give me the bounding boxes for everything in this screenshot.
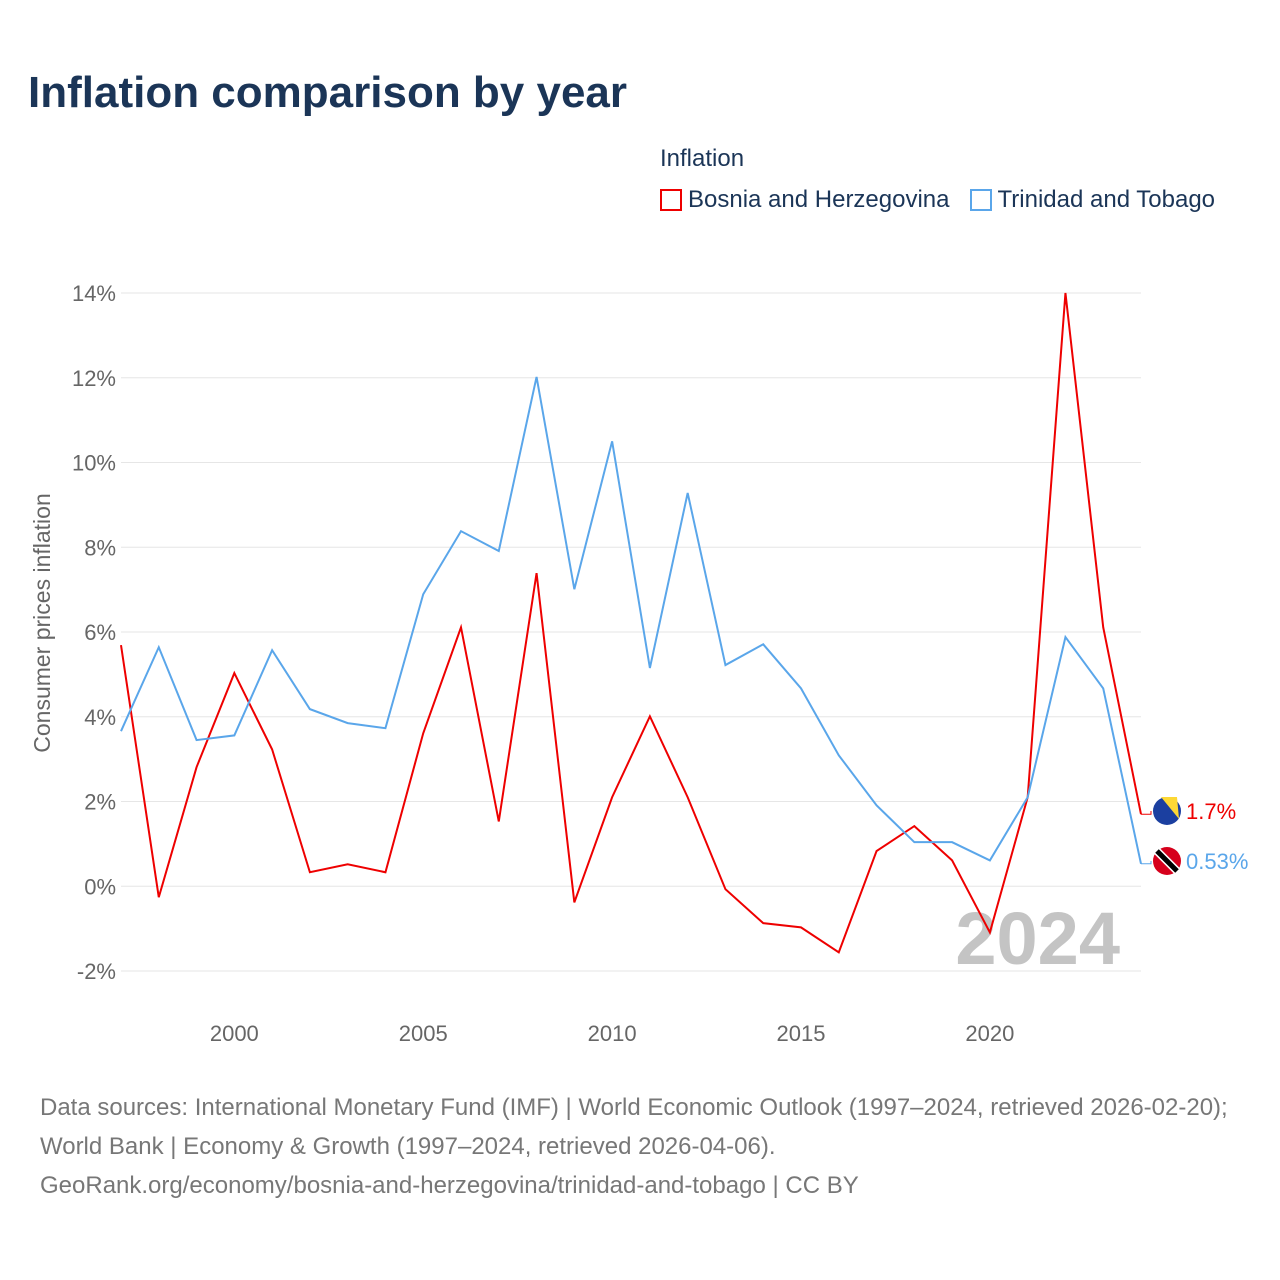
series-line-trinidad	[120, 376, 1142, 865]
y-tick-label: 8%	[84, 535, 116, 560]
end-connector	[1141, 811, 1152, 815]
year-watermark: 2024	[955, 897, 1120, 980]
legend-label-bosnia: Bosnia and Herzegovina	[688, 186, 950, 213]
footer: Data sources: International Monetary Fun…	[40, 1088, 1250, 1205]
bosnia-flag-triangle	[1161, 797, 1179, 819]
end-connector	[1141, 861, 1152, 865]
y-tick-label: 6%	[84, 620, 116, 645]
x-tick-label: 2020	[965, 1021, 1014, 1046]
legend-swatch-trinidad	[969, 189, 992, 211]
y-tick-label: 2%	[84, 790, 116, 815]
legend-item-trinidad[interactable]: Trinidad and Tobago	[969, 186, 1216, 214]
y-tick-label: 12%	[72, 366, 116, 391]
y-axis-label: Consumer prices inflation	[29, 493, 55, 753]
chart-title: Inflation comparison by year	[28, 68, 628, 117]
y-tick-label: -2%	[77, 959, 116, 984]
y-tick-label: 0%	[84, 874, 116, 899]
y-tick-label: 14%	[72, 281, 116, 306]
y-tick-label: 10%	[72, 451, 116, 476]
data-sources: Data sources: International Monetary Fun…	[40, 1094, 1228, 1160]
end-value-label: 0.53%	[1186, 849, 1248, 874]
legend-label-trinidad: Trinidad and Tobago	[997, 186, 1216, 213]
legend: Bosnia and Herzegovina Trinidad and Toba…	[660, 186, 1215, 214]
legend-title: Inflation	[660, 145, 745, 172]
credit-line: GeoRank.org/economy/bosnia-and-herzegovi…	[40, 1172, 859, 1199]
x-tick-label: 2015	[777, 1021, 826, 1046]
end-value-label: 1.7%	[1186, 799, 1236, 824]
x-tick-label: 2010	[588, 1021, 637, 1046]
series-line-bosnia	[120, 292, 1142, 954]
legend-item-bosnia[interactable]: Bosnia and Herzegovina	[660, 186, 950, 214]
x-tick-label: 2005	[399, 1021, 448, 1046]
trinidad-flag-stripe-black	[1155, 849, 1179, 873]
y-tick-label: 4%	[84, 705, 116, 730]
x-tick-label: 2000	[210, 1021, 259, 1046]
legend-swatch-bosnia	[660, 189, 682, 211]
